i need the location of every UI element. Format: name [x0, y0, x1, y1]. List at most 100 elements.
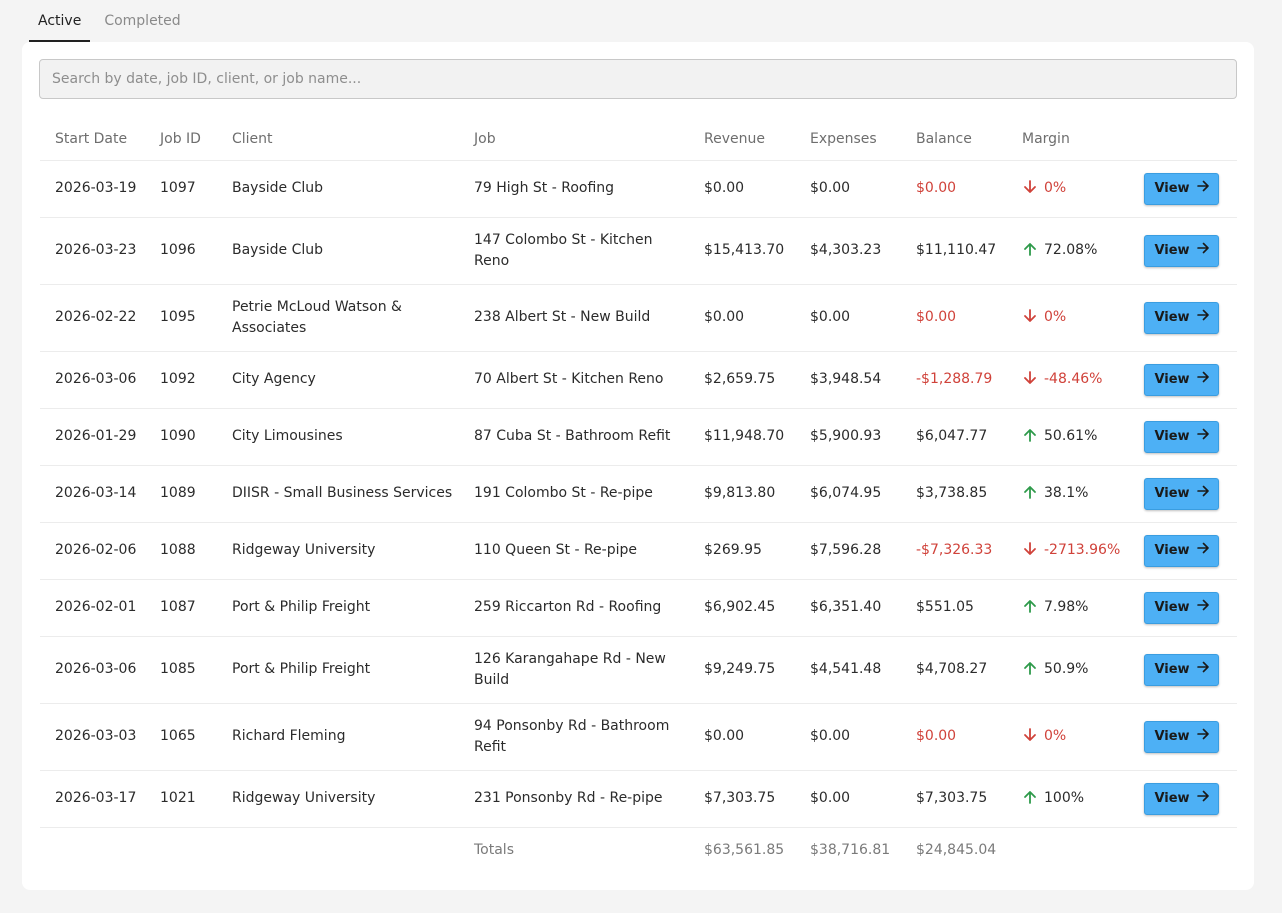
view-button[interactable]: View: [1144, 782, 1219, 815]
table-row: 2026-03-19 1097 Bayside Club 79 High St - R…: [40, 160, 1237, 218]
arrow-down-icon: [1022, 180, 1044, 196]
col-start-date[interactable]: Start Date: [40, 118, 145, 161]
totals-revenue: $63,561.85: [704, 841, 785, 858]
cell-client: Petrie McLoud Watson & Associates: [217, 284, 459, 352]
margin-value: 100%: [1044, 790, 1085, 806]
margin-value: 0%: [1044, 180, 1067, 196]
arrow-right-icon: [1190, 659, 1209, 680]
cell-margin: 50.61%: [1007, 408, 1129, 466]
view-button-label: View: [1154, 243, 1190, 258]
col-margin[interactable]: Margin: [1007, 118, 1129, 161]
cell-expenses: $6,074.95: [795, 465, 901, 523]
cell-job: 87 Cuba St - Bathroom Refit: [459, 408, 689, 466]
col-balance[interactable]: Balance: [901, 118, 1007, 161]
cell-job-id: 1095: [145, 284, 217, 352]
cell-expenses: $0.00: [795, 160, 901, 218]
cell-expenses: $0.00: [795, 284, 901, 352]
cell-revenue: $9,249.75: [689, 636, 795, 704]
cell-start-date: 2026-03-14: [40, 465, 145, 523]
cell-job: 231 Ponsonby Rd - Re-pipe: [459, 770, 689, 828]
search-input[interactable]: [39, 59, 1237, 99]
cell-actions: View: [1129, 579, 1237, 637]
cell-actions: View: [1129, 703, 1237, 771]
cell-job: 110 Queen St - Re-pipe: [459, 522, 689, 580]
arrow-right-icon: [1190, 178, 1209, 199]
view-button[interactable]: View: [1144, 591, 1219, 624]
cell-job-id: 1087: [145, 579, 217, 637]
view-button[interactable]: View: [1144, 363, 1219, 396]
jobs-table: Start Date Job ID Client Job Revenue Exp…: [40, 118, 1237, 873]
cell-client: Bayside Club: [217, 160, 459, 218]
arrow-up-icon: [1022, 485, 1044, 501]
table-header-row: Start Date Job ID Client Job Revenue Exp…: [40, 118, 1237, 161]
totals-row: Totals $63,561.85 $38,716.81 $24,845.04: [40, 827, 1237, 873]
tab-active[interactable]: Active: [29, 0, 91, 42]
cell-expenses: $7,596.28: [795, 522, 901, 580]
cell-client: Port & Philip Freight: [217, 636, 459, 704]
arrow-right-icon: [1190, 307, 1209, 328]
cell-margin: 72.08%: [1007, 217, 1129, 285]
cell-margin: 50.9%: [1007, 636, 1129, 704]
margin-value: 72.08%: [1044, 242, 1098, 258]
arrow-up-icon: [1022, 428, 1044, 444]
tab-bar: Active Completed: [29, 0, 195, 42]
table-row: 2026-03-23 1096 Bayside Club 147 Colombo St…: [40, 217, 1237, 285]
view-button[interactable]: View: [1144, 653, 1219, 686]
cell-start-date: 2026-02-01: [40, 579, 145, 637]
jobs-card: Start Date Job ID Client Job Revenue Exp…: [22, 42, 1254, 890]
cell-expenses: $5,900.93: [795, 408, 901, 466]
view-button[interactable]: View: [1144, 301, 1219, 334]
arrow-down-icon: [1022, 309, 1044, 325]
cell-client: Bayside Club: [217, 217, 459, 285]
cell-job-id: 1088: [145, 522, 217, 580]
arrow-down-icon: [1022, 371, 1044, 387]
cell-job: 70 Albert St - Kitchen Reno: [459, 351, 689, 409]
view-button-label: View: [1154, 486, 1190, 501]
cell-margin: -48.46%: [1007, 351, 1129, 409]
cell-job-id: 1085: [145, 636, 217, 704]
view-button[interactable]: View: [1144, 420, 1219, 453]
cell-job-id: 1090: [145, 408, 217, 466]
cell-margin: 0%: [1007, 160, 1129, 218]
margin-value: -2713.96%: [1044, 542, 1121, 558]
arrow-right-icon: [1190, 788, 1209, 809]
cell-start-date: 2026-01-29: [40, 408, 145, 466]
view-button[interactable]: View: [1144, 477, 1219, 510]
arrow-up-icon: [1022, 599, 1044, 615]
cell-balance: $3,738.85: [901, 465, 1007, 523]
cell-revenue: $0.00: [689, 160, 795, 218]
col-job-id[interactable]: Job ID: [145, 118, 217, 161]
view-button[interactable]: View: [1144, 234, 1219, 267]
cell-balance: $4,708.27: [901, 636, 1007, 704]
col-client[interactable]: Client: [217, 118, 459, 161]
col-job[interactable]: Job: [459, 118, 689, 161]
table-row: 2026-03-17 1021 Ridgeway University 231 Pon…: [40, 770, 1237, 828]
col-revenue[interactable]: Revenue: [689, 118, 795, 161]
table-row: 2026-03-06 1085 Port & Philip Freight 126 K…: [40, 636, 1237, 704]
tab-completed[interactable]: Completed: [104, 13, 181, 29]
cell-job-id: 1065: [145, 703, 217, 771]
table-row: 2026-03-06 1092 City Agency 70 Albert St - …: [40, 351, 1237, 409]
cell-job-id: 1089: [145, 465, 217, 523]
cell-margin: 0%: [1007, 284, 1129, 352]
arrow-up-icon: [1022, 242, 1044, 258]
cell-balance: $7,303.75: [901, 770, 1007, 828]
cell-client: City Limousines: [217, 408, 459, 466]
view-button[interactable]: View: [1144, 534, 1219, 567]
cell-job: 238 Albert St - New Build: [459, 284, 689, 352]
totals-expenses: $38,716.81: [810, 841, 891, 858]
view-button[interactable]: View: [1144, 172, 1219, 205]
cell-expenses: $3,948.54: [795, 351, 901, 409]
cell-balance: $0.00: [901, 160, 1007, 218]
cell-client: Port & Philip Freight: [217, 579, 459, 637]
arrow-up-icon: [1022, 790, 1044, 806]
arrow-right-icon: [1190, 426, 1209, 447]
cell-job: 147 Colombo St - Kitchen Reno: [459, 217, 689, 285]
col-expenses[interactable]: Expenses: [795, 118, 901, 161]
cell-revenue: $6,902.45: [689, 579, 795, 637]
cell-start-date: 2026-03-03: [40, 703, 145, 771]
cell-client: City Agency: [217, 351, 459, 409]
margin-value: 50.9%: [1044, 661, 1089, 677]
view-button[interactable]: View: [1144, 720, 1219, 753]
cell-margin: -2713.96%: [1007, 522, 1129, 580]
